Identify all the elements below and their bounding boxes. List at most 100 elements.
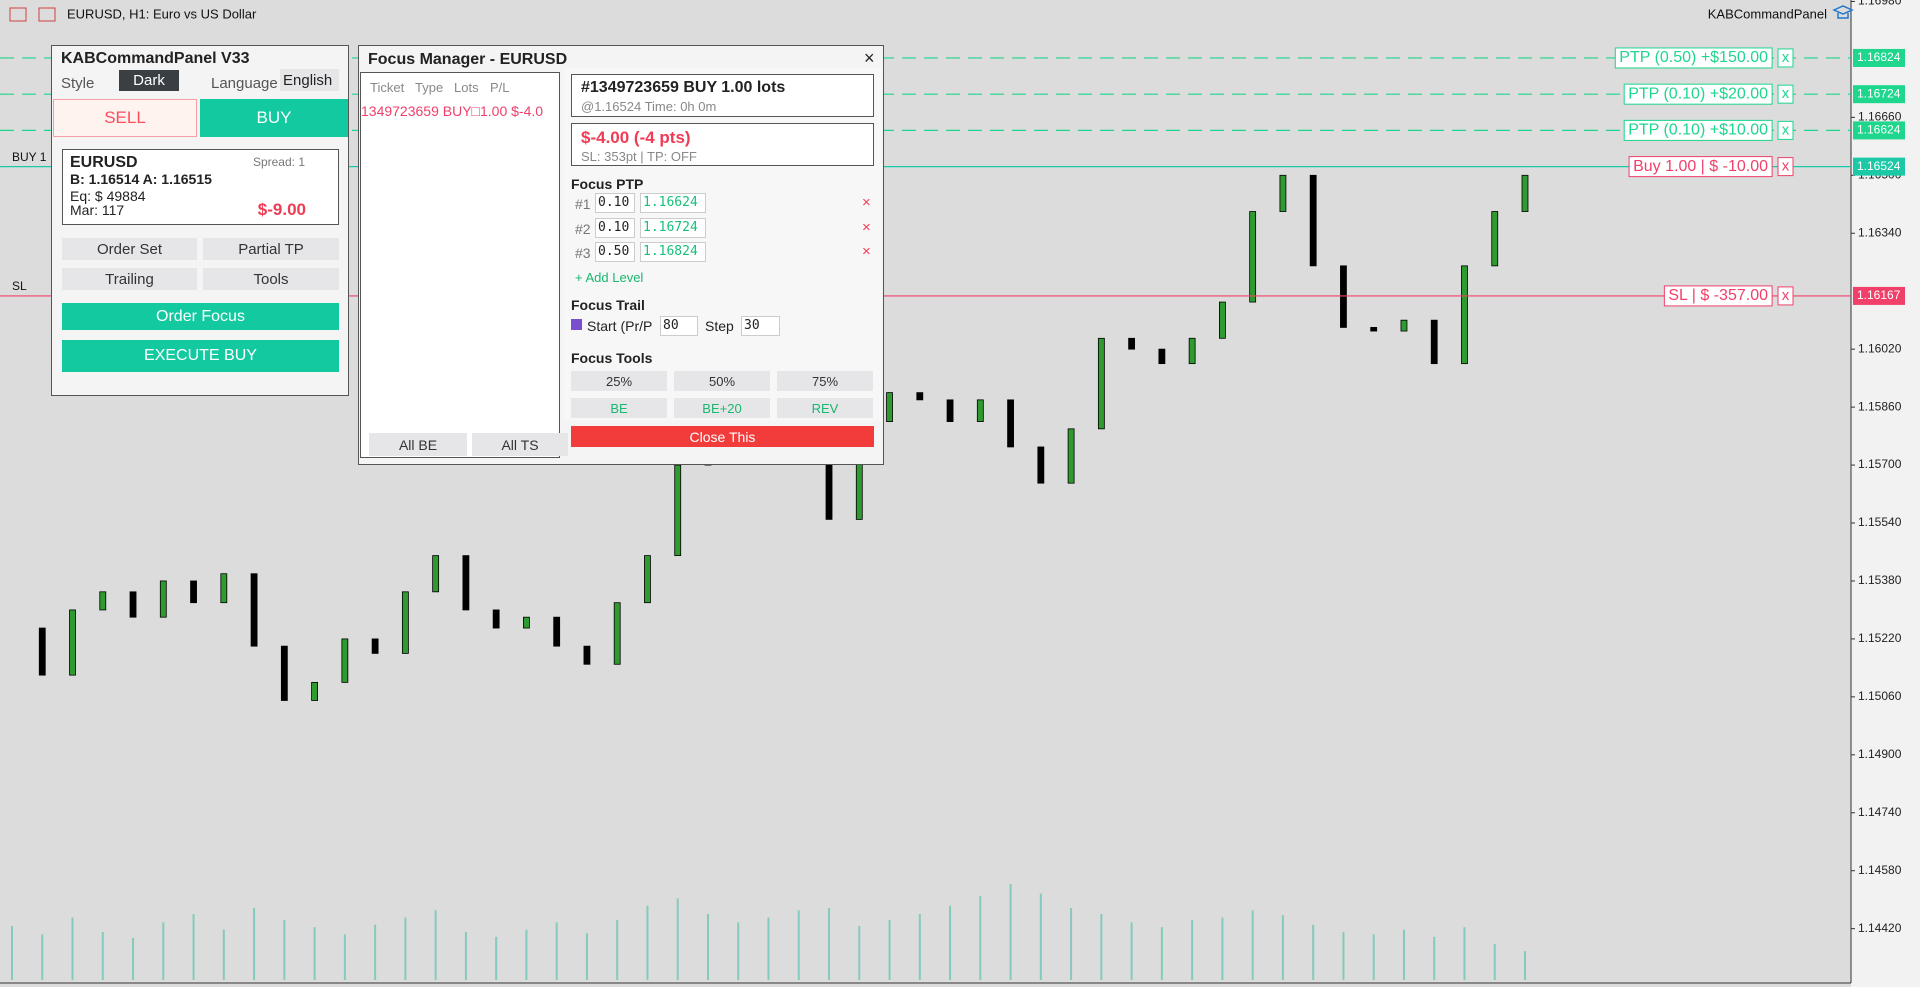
level-left-label: SL (12, 279, 27, 293)
sell-button[interactable]: SELL (53, 99, 197, 137)
close-button[interactable]: × (864, 48, 875, 68)
profit: $-4.00 (-4 pts) (581, 128, 691, 147)
command-panel: KABCommandPanel V33 Style Dark Language … (51, 45, 349, 396)
tools-button[interactable]: Tools (203, 268, 339, 290)
trail-step-input[interactable]: 30 (741, 316, 780, 336)
column-header: Type (415, 80, 444, 95)
execute-button[interactable]: EXECUTE BUY (62, 340, 339, 372)
ptp-lots[interactable]: 0.10 (595, 217, 635, 238)
all-ts-button[interactable]: All TS (472, 433, 568, 456)
tool-button[interactable]: BE+20 (674, 398, 770, 418)
ptp-price[interactable]: 1.16824 (640, 242, 706, 262)
volume-bar (1342, 932, 1345, 980)
all-be-button[interactable]: All BE (369, 433, 467, 456)
volume-bar (616, 920, 619, 980)
volume-bar (222, 929, 225, 980)
close-this-button[interactable]: Close This (571, 426, 874, 447)
price-tag-box (1853, 48, 1905, 67)
buy-button[interactable]: BUY (200, 99, 348, 137)
candle-body (1128, 337, 1136, 350)
candle-body (1370, 327, 1378, 332)
y-tick-label: 1.15860 (1858, 399, 1902, 413)
volume-bar (828, 908, 831, 980)
volume-bar (1191, 920, 1194, 980)
candle-body (1309, 174, 1317, 267)
candle-body (976, 399, 984, 422)
candle-body (492, 609, 500, 629)
price-tag-box (1853, 85, 1905, 104)
ptp-remove[interactable]: × (862, 218, 871, 236)
focus-manager: Focus Manager - EURUSD × Ticket Type Lot… (358, 45, 884, 465)
candle-body (220, 573, 228, 604)
price-tag-box (1853, 286, 1905, 305)
candle-body (159, 580, 167, 618)
ptp-lots[interactable]: 0.50 (595, 242, 635, 262)
ptp-price[interactable]: 1.16724 (640, 217, 706, 238)
style-button[interactable]: Dark (119, 70, 179, 91)
ptp-lots[interactable]: 0.10 (595, 193, 635, 213)
y-tick-label: 1.15060 (1858, 689, 1902, 703)
volume-bar (1100, 914, 1103, 980)
candle-body (523, 616, 530, 629)
volume-bar (1524, 951, 1526, 980)
ptp-remove[interactable]: × (862, 194, 871, 211)
tool-button[interactable]: 50% (674, 371, 770, 391)
volume-bar (41, 934, 44, 980)
ptp-remove[interactable]: × (862, 243, 871, 260)
ptp-price[interactable]: 1.16624 (640, 193, 706, 213)
y-tick-label: 1.16980 (1858, 0, 1902, 8)
tool-button[interactable]: REV (777, 398, 873, 418)
candle-body (250, 573, 258, 647)
volume-bar (374, 924, 377, 980)
price-tag-box (1853, 121, 1905, 140)
trail-start-input[interactable]: 80 (660, 316, 698, 336)
volume-bar (1433, 936, 1436, 980)
candle-body (1400, 319, 1408, 332)
tools-title: Focus Tools (571, 350, 653, 366)
candle-body (1188, 337, 1196, 365)
menu-icon[interactable] (9, 7, 27, 22)
volume-bar (162, 922, 165, 980)
volume-bar (1070, 908, 1073, 980)
style-label: Style (61, 75, 95, 92)
bid-ask: B: 1.16514 A: 1.16515 (70, 171, 212, 187)
add-level[interactable]: + Add Level (575, 270, 644, 285)
level-tag: PTP (0.10) +$20.00 (1628, 85, 1768, 102)
level-close[interactable]: x (1782, 287, 1790, 304)
volume-bar (495, 936, 498, 980)
level-close[interactable]: x (1782, 121, 1790, 138)
level-tag-box (1623, 119, 1773, 141)
language-dropdown[interactable]: English (280, 69, 339, 91)
level-left-label: BUY 1 (12, 150, 47, 164)
volume-bar (1493, 944, 1496, 980)
tool-button[interactable]: 25% (571, 371, 667, 391)
partial-tp-button[interactable]: Partial TP (203, 238, 339, 260)
tool-button[interactable]: BE (571, 398, 667, 418)
ea-name: KABCommandPanel (1708, 6, 1827, 21)
spread: Spread: 1 (252, 155, 305, 169)
level-close[interactable]: x (1782, 158, 1790, 175)
level-close-box (1777, 120, 1794, 140)
order-focus-button[interactable]: Order Focus (62, 303, 339, 330)
order-set-button[interactable]: Order Set (62, 238, 197, 260)
level-tag: PTP (0.50) +$150.00 (1619, 49, 1768, 66)
price-tag: 1.16824 (1857, 50, 1901, 64)
order-title: #1349723659 BUY 1.00 lots (581, 79, 786, 96)
profit-box: $-4.00 (-4 pts) SL: 353pt | TP: OFF (571, 123, 874, 166)
equity: Eq: $ 49884 (70, 188, 146, 204)
candle-body (674, 464, 682, 557)
price-tag-box (1853, 157, 1905, 176)
volume-bar (1009, 884, 1012, 980)
trail-start-label: Start (Pr/P (587, 318, 653, 334)
trailing-button[interactable]: Trailing (62, 268, 197, 290)
order-row[interactable]: 1349723659 BUY□1.00 $-4.0 (361, 103, 544, 119)
tool-button[interactable]: 75% (777, 371, 873, 391)
level-close[interactable]: x (1782, 49, 1790, 66)
volume-bar (404, 917, 407, 980)
level-close[interactable]: x (1782, 85, 1790, 102)
profit-sub: SL: 353pt | TP: OFF (581, 149, 697, 164)
chart-icon[interactable] (38, 7, 56, 22)
symbol: EURUSD (70, 154, 138, 171)
trail-checkbox[interactable] (571, 319, 582, 330)
